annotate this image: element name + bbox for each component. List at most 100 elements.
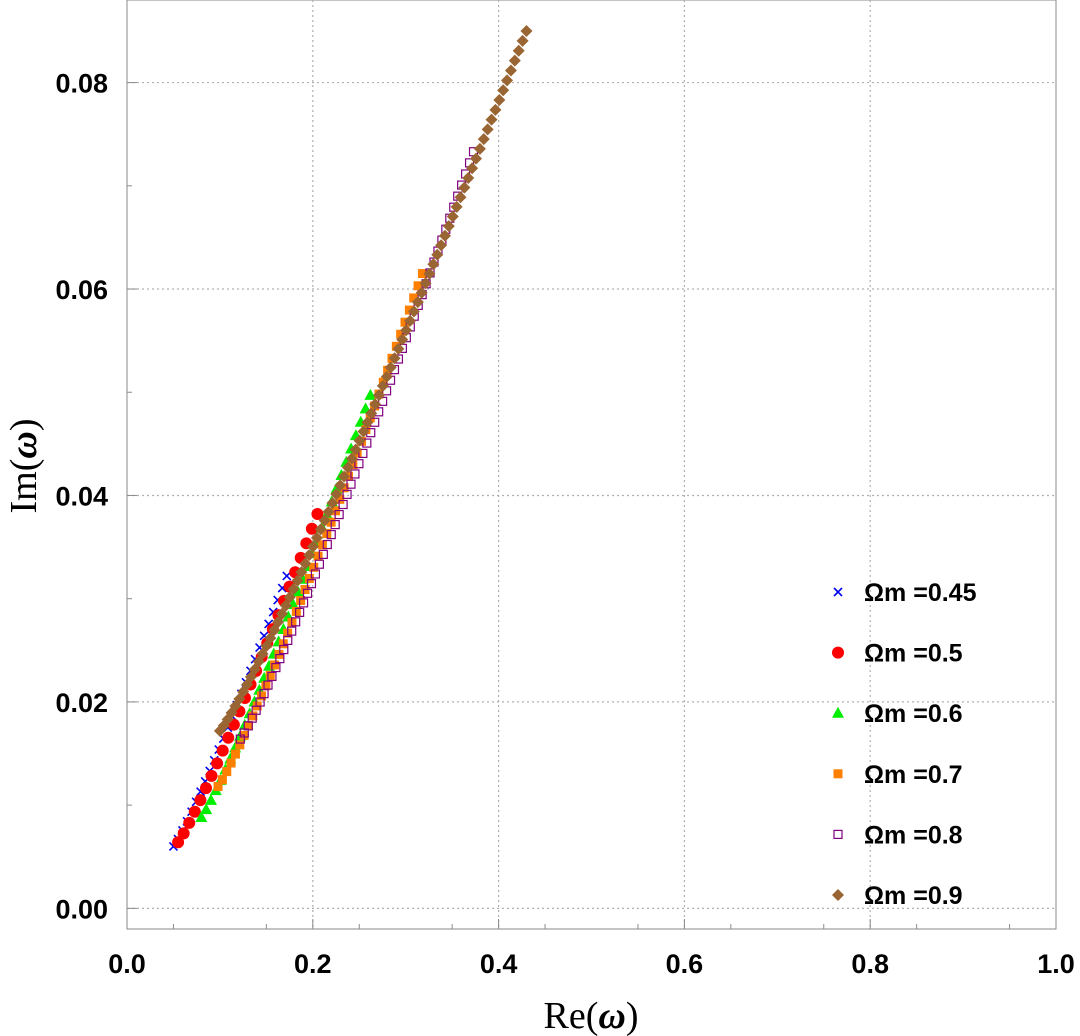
data-point <box>489 103 502 116</box>
data-point <box>304 573 314 583</box>
x-tick-label: 1.0 <box>1037 949 1075 979</box>
data-point <box>200 803 213 815</box>
data-point <box>423 267 436 280</box>
legend-item: Ωm =0.9 <box>832 882 963 910</box>
data-point <box>291 574 304 587</box>
legend-label: Ωm =0.5 <box>864 640 963 668</box>
data-point <box>481 123 494 136</box>
data-point <box>446 210 459 223</box>
data-point <box>279 599 292 612</box>
data-point <box>303 549 316 562</box>
data-point <box>305 522 318 535</box>
data-point <box>364 388 377 400</box>
data-point <box>353 434 366 447</box>
data-point <box>335 494 345 504</box>
plot-frame <box>126 0 1057 930</box>
y-tick-label: 0.06 <box>55 275 108 305</box>
legend-label: Ωm =0.8 <box>864 821 963 849</box>
data-point <box>334 509 344 520</box>
data-point <box>309 562 319 572</box>
legend-marker <box>832 706 844 718</box>
data-point <box>235 740 245 750</box>
data-point <box>454 191 467 204</box>
data-point <box>310 569 321 579</box>
data-point <box>226 758 236 768</box>
data-point <box>512 44 525 57</box>
data-point <box>306 579 317 589</box>
data-point <box>450 200 463 213</box>
legend-label: Ωm =0.7 <box>864 761 963 789</box>
legend-item: Ωm =0.6 <box>832 700 963 728</box>
data-point <box>199 782 212 795</box>
data-point <box>216 744 229 757</box>
legend-label: Ωm =0.45 <box>864 579 977 607</box>
data-point <box>322 539 332 550</box>
data-point <box>298 598 309 608</box>
data-point <box>261 681 271 691</box>
data-point <box>287 582 300 595</box>
grid-lines <box>127 0 1056 929</box>
data-point <box>194 794 207 807</box>
data-point <box>317 540 327 550</box>
data-point <box>267 671 277 682</box>
data-point <box>342 489 352 499</box>
data-point <box>248 711 258 721</box>
legend-label: Ωm =0.9 <box>864 882 963 910</box>
x-tick-label: 0.2 <box>294 949 332 979</box>
data-point <box>270 660 280 670</box>
data-point <box>314 559 324 569</box>
data-point <box>217 775 227 785</box>
data-point <box>404 314 417 327</box>
legend-marker <box>833 769 843 779</box>
data-point <box>275 607 288 620</box>
data-point <box>361 416 374 429</box>
data-point <box>188 805 201 818</box>
data-points <box>168 24 533 851</box>
data-point <box>497 84 510 97</box>
data-point <box>272 615 285 628</box>
data-point <box>473 142 486 155</box>
data-point <box>419 277 432 290</box>
data-point <box>257 691 267 701</box>
data-point <box>279 644 289 655</box>
y-tick-label: 0.00 <box>55 894 108 924</box>
data-point <box>275 654 285 664</box>
data-point <box>415 286 428 299</box>
data-point <box>314 523 327 536</box>
data-point <box>427 258 440 271</box>
data-point <box>392 342 405 355</box>
data-point <box>458 181 471 194</box>
data-point <box>283 591 296 604</box>
data-point <box>504 64 517 77</box>
data-point <box>376 379 389 392</box>
data-point <box>396 329 406 339</box>
legend-item: Ωm =0.8 <box>833 821 963 849</box>
legend-label: Ωm =0.6 <box>864 700 963 728</box>
data-point <box>508 54 521 67</box>
data-point <box>205 769 218 782</box>
data-point <box>477 133 490 146</box>
data-point <box>357 425 370 438</box>
data-point <box>400 324 413 337</box>
data-point <box>349 443 362 456</box>
x-tick-label: 0.0 <box>108 949 146 979</box>
x-tick-label: 0.6 <box>666 949 704 979</box>
data-point <box>462 171 475 184</box>
data-point <box>417 269 427 279</box>
legend-marker <box>833 829 843 840</box>
data-point <box>271 662 281 673</box>
legend: Ωm =0.45 Ωm =0.5 Ωm =0.6 Ωm =0.7 Ωm =0.8 Ωm =… <box>832 579 977 910</box>
data-point <box>263 680 273 690</box>
data-point <box>396 333 409 346</box>
data-point <box>265 670 275 680</box>
data-point <box>388 352 401 365</box>
data-point <box>350 469 360 479</box>
data-point <box>345 452 358 465</box>
data-point <box>407 305 420 318</box>
data-point <box>313 551 323 561</box>
y-tick-labels: 0.00 0.02 0.04 0.06 0.08 <box>55 69 108 925</box>
data-point <box>296 596 306 606</box>
data-point <box>485 113 498 126</box>
data-point <box>283 635 293 645</box>
